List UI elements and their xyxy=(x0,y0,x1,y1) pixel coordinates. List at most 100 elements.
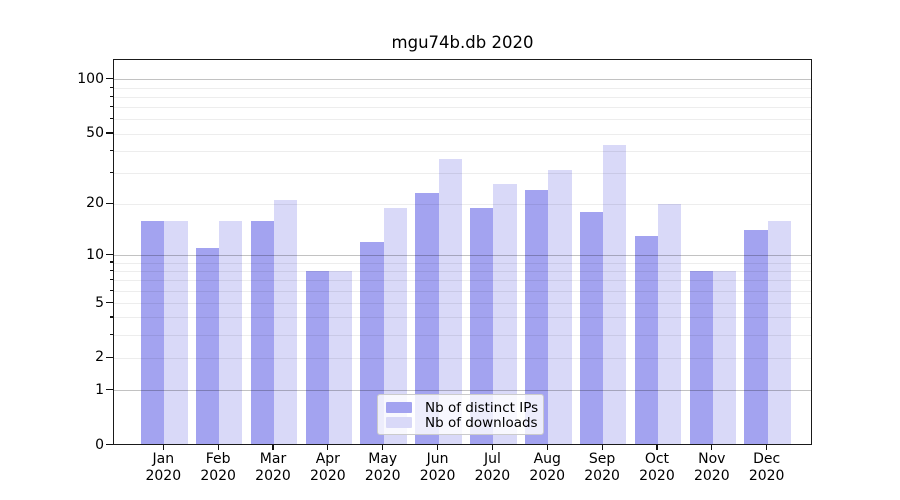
y-tick-20 xyxy=(106,202,113,204)
legend-item-downloads: Nb of downloads xyxy=(386,414,538,431)
x-tick-year: 2020 xyxy=(529,467,566,484)
y-tick-2 xyxy=(106,356,113,359)
y-minor-tick-30 xyxy=(109,171,113,174)
minor-gridline-20 xyxy=(114,203,811,205)
minor-gridline-5 xyxy=(114,303,811,305)
minor-gridline-60 xyxy=(114,119,811,121)
x-tick-year: 2020 xyxy=(145,467,182,484)
x-tick-aug-2020 xyxy=(546,445,548,450)
minor-gridline-70 xyxy=(114,107,811,109)
x-tick-label-jun-2020: Jun 2020 xyxy=(409,451,467,484)
x-tick-label-may-2020: May 2020 xyxy=(354,451,412,484)
minor-gridline-40 xyxy=(114,150,811,152)
y-tick-label-0: 0 xyxy=(95,436,104,453)
y-minor-tick-70 xyxy=(109,106,113,108)
y-minor-tick-90 xyxy=(109,86,113,88)
y-tick-5 xyxy=(106,301,113,304)
bar-nb-of-distinct-ips-oct-2020 xyxy=(634,235,658,444)
x-tick-mar-2020 xyxy=(272,445,274,450)
minor-gridline-2 xyxy=(114,357,811,359)
y-tick-50 xyxy=(106,132,113,134)
x-tick-month: Apr xyxy=(315,451,340,467)
y-tick-label-10: 10 xyxy=(86,246,104,263)
minor-gridline-80 xyxy=(114,96,811,98)
bar-nb-of-distinct-ips-feb-2020 xyxy=(195,248,220,444)
grid-layer xyxy=(114,60,811,444)
bar-nb-of-distinct-ips-mar-2020 xyxy=(250,220,274,444)
bar-nb-of-distinct-ips-may-2020 xyxy=(360,241,384,444)
bar-nb-of-downloads-mar-2020 xyxy=(274,200,298,444)
legend-label-distinct-ips: Nb of distinct IPs xyxy=(425,399,539,416)
x-tick-oct-2020 xyxy=(656,445,658,450)
x-tick-month: Dec xyxy=(753,451,781,467)
bar-nb-of-distinct-ips-jun-2020 xyxy=(415,193,439,444)
x-tick-dec-2020 xyxy=(766,445,768,450)
x-tick-nov-2020 xyxy=(711,445,713,450)
y-tick-label-50: 50 xyxy=(86,125,104,142)
x-tick-month: Feb xyxy=(205,451,231,467)
major-gridline-10 xyxy=(114,255,811,257)
bar-nb-of-distinct-ips-apr-2020 xyxy=(305,270,329,444)
x-tick-month: Jul xyxy=(483,451,501,467)
minor-gridline-6 xyxy=(114,290,811,292)
minor-gridline-50 xyxy=(114,133,811,135)
x-tick-label-apr-2020: Apr 2020 xyxy=(299,451,357,484)
minor-gridline-30 xyxy=(114,172,811,174)
x-tick-label-sep-2020: Sep 2020 xyxy=(573,451,631,484)
minor-gridline-9 xyxy=(114,262,811,264)
x-tick-feb-2020 xyxy=(217,445,219,450)
bar-nb-of-downloads-jun-2020 xyxy=(438,158,462,444)
x-tick-label-jul-2020: Jul 2020 xyxy=(463,451,521,484)
minor-gridline-3 xyxy=(114,335,811,337)
bar-nb-of-downloads-feb-2020 xyxy=(219,220,243,444)
x-tick-label-feb-2020: Feb 2020 xyxy=(189,451,247,484)
bar-nb-of-downloads-apr-2020 xyxy=(328,270,353,444)
y-minor-tick-9 xyxy=(109,261,113,263)
x-tick-month: Jan xyxy=(152,451,175,467)
x-tick-jan-2020 xyxy=(162,445,164,450)
x-tick-label-dec-2020: Dec 2020 xyxy=(738,451,796,484)
bar-nb-of-distinct-ips-jan-2020 xyxy=(141,220,165,444)
minor-gridline-90 xyxy=(114,87,811,89)
bar-nb-of-downloads-dec-2020 xyxy=(767,220,791,444)
y-tick-label-1: 1 xyxy=(95,381,104,398)
bar-nb-of-downloads-nov-2020 xyxy=(712,270,737,444)
x-tick-label-mar-2020: Mar 2020 xyxy=(244,451,302,484)
x-tick-month: Mar xyxy=(259,451,287,467)
minor-gridline-7 xyxy=(114,280,811,282)
x-tick-year: 2020 xyxy=(748,467,785,484)
bar-nb-of-downloads-jul-2020 xyxy=(493,183,517,444)
y-tick-label-20: 20 xyxy=(86,195,104,212)
y-minor-tick-4 xyxy=(109,316,113,318)
bar-nb-of-downloads-oct-2020 xyxy=(657,203,682,444)
legend-label-downloads: Nb of downloads xyxy=(425,414,538,431)
bar-nb-of-downloads-jan-2020 xyxy=(164,220,188,444)
plot-area xyxy=(113,59,812,445)
x-tick-month: Aug xyxy=(533,451,561,467)
legend: Nb of distinct IPs Nb of downloads xyxy=(377,394,544,435)
y-tick-label-5: 5 xyxy=(95,294,104,311)
x-tick-year: 2020 xyxy=(693,467,730,484)
y-tick-1 xyxy=(106,388,113,391)
bar-nb-of-distinct-ips-nov-2020 xyxy=(689,270,713,444)
bar-nb-of-downloads-aug-2020 xyxy=(548,170,572,444)
y-tick-label-2: 2 xyxy=(95,349,104,366)
x-tick-month: Nov xyxy=(698,451,726,467)
y-tick-0 xyxy=(106,443,113,446)
legend-swatch-downloads xyxy=(386,417,412,428)
x-tick-label-nov-2020: Nov 2020 xyxy=(683,451,741,484)
x-tick-year: 2020 xyxy=(474,467,511,484)
x-tick-year: 2020 xyxy=(364,467,401,484)
bar-nb-of-distinct-ips-aug-2020 xyxy=(524,189,549,444)
y-minor-tick-6 xyxy=(109,289,113,291)
legend-item-distinct-ips: Nb of distinct IPs xyxy=(386,399,539,416)
minor-gridline-4 xyxy=(114,317,811,319)
legend-swatch-distinct-ips xyxy=(386,402,412,413)
bars-layer xyxy=(114,60,811,444)
x-tick-month: Oct xyxy=(644,451,670,467)
bar-nb-of-downloads-sep-2020 xyxy=(603,145,627,444)
y-tick-100 xyxy=(106,78,113,80)
y-minor-tick-60 xyxy=(109,118,113,120)
x-tick-sep-2020 xyxy=(601,445,603,450)
